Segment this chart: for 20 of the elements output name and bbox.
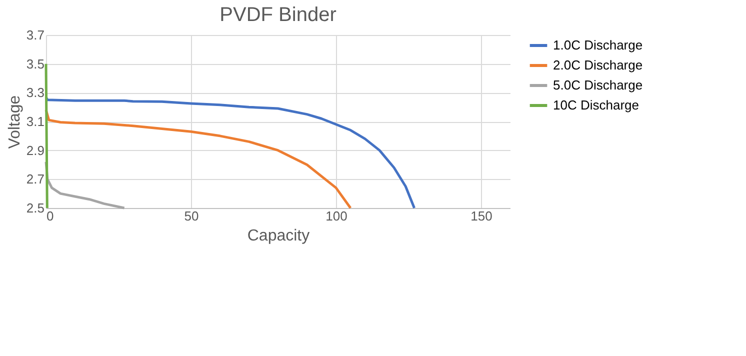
- y-tick-label: 2.7: [26, 172, 44, 187]
- line-series: [44, 96, 416, 210]
- x-axis-title: Capacity: [247, 228, 310, 244]
- chart-title: PVDF Binder: [220, 4, 337, 26]
- x-tick-label: 150: [470, 208, 492, 224]
- legend-label: 2.0C Discharge: [553, 58, 643, 72]
- y-tick-label: 3.3: [26, 85, 44, 100]
- y-axis-title: Voltage: [6, 95, 24, 149]
- x-tick-label: 0: [46, 208, 54, 224]
- x-tick-label: 100: [326, 208, 348, 224]
- line-series: [44, 108, 352, 210]
- y-tick-label: 3.7: [26, 28, 44, 42]
- x-tick-label: 50: [184, 208, 199, 224]
- y-tick-label: 2.5: [26, 200, 44, 216]
- y-tick-label: 2.9: [26, 142, 44, 158]
- y-tick-label: 3.1: [26, 114, 44, 129]
- legend-label: 10C Discharge: [553, 98, 639, 112]
- legend-label: 5.0C Discharge: [553, 78, 643, 92]
- legend-label: 1.0C Discharge: [553, 38, 643, 52]
- y-tick-label: 3.5: [26, 56, 44, 72]
